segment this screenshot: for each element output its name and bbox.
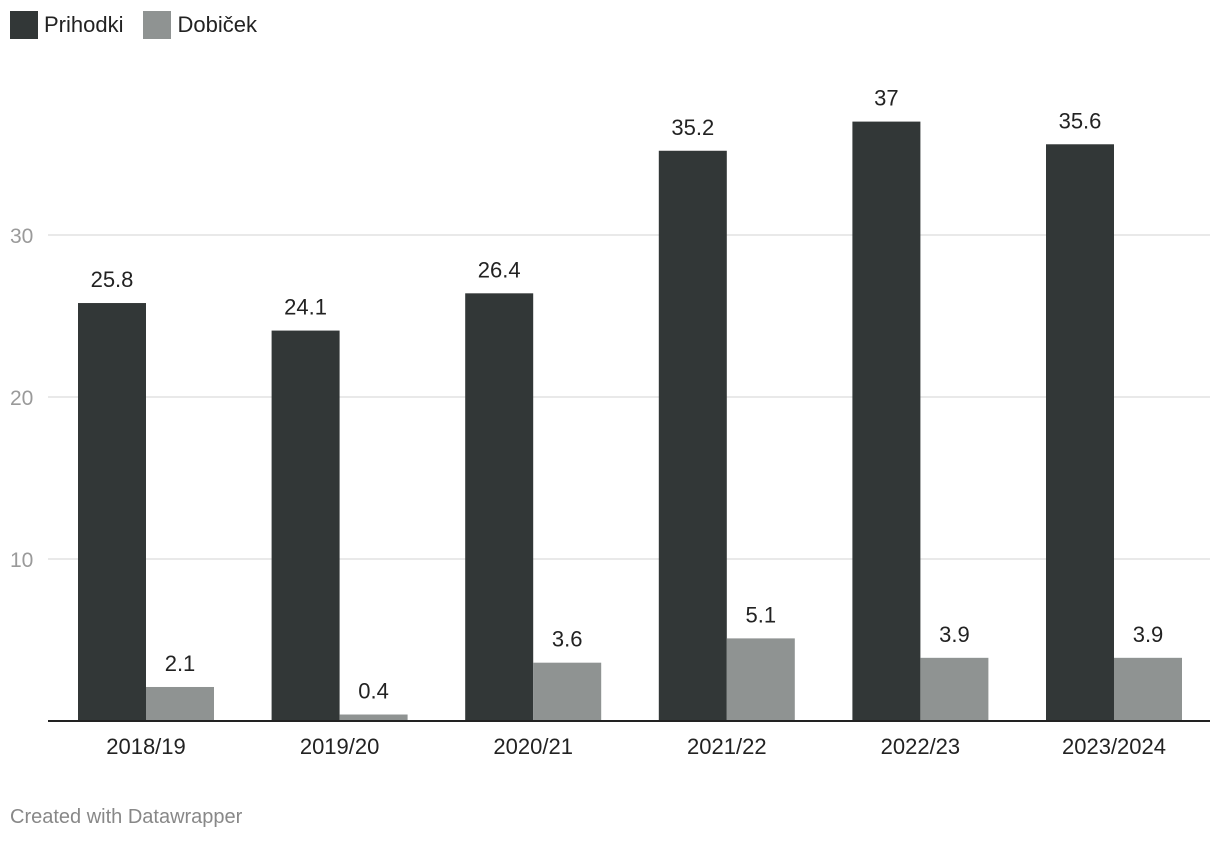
y-tick-label-30: 30 bbox=[10, 225, 33, 248]
legend-swatch-dobicek bbox=[143, 11, 172, 39]
bar-prihodki-5 bbox=[1046, 144, 1114, 721]
value-label-dobi-ek-3: 5.1 bbox=[746, 602, 777, 627]
bar-dobi-ek-4 bbox=[920, 657, 989, 721]
value-label-dobi-ek-4: 3.9 bbox=[939, 622, 970, 647]
legend: Prihodki Dobiček bbox=[10, 11, 257, 39]
bar-dobi-ek-2 bbox=[533, 662, 602, 721]
y-tick-label-10: 10 bbox=[10, 549, 33, 572]
value-label-dobi-ek-0: 2.1 bbox=[165, 651, 196, 676]
x-tick-label-5: 2023/2024 bbox=[1062, 734, 1166, 759]
value-label-prihodki-0: 25.8 bbox=[91, 267, 134, 292]
legend-swatch-prihodki bbox=[10, 11, 38, 39]
bar-prihodki-0 bbox=[78, 303, 146, 721]
x-tick-label-2: 2020/21 bbox=[493, 734, 573, 759]
bar-dobi-ek-0 bbox=[146, 686, 214, 721]
bar-chart: 10 20 30 25.8 2.1 2018/19 24.1 0.4 2019/20 26.4 3.… bbox=[10, 86, 1210, 759]
bar-prihodki-3 bbox=[658, 150, 727, 721]
bar-prihodki-2 bbox=[465, 293, 534, 721]
value-label-prihodki-5: 35.6 bbox=[1059, 108, 1102, 133]
bar-dobi-ek-5 bbox=[1114, 657, 1182, 721]
value-label-prihodki-1: 24.1 bbox=[284, 295, 327, 320]
x-tick-label-4: 2022/23 bbox=[881, 734, 961, 759]
value-label-dobi-ek-5: 3.9 bbox=[1133, 622, 1164, 647]
bar-prihodki-4 bbox=[852, 121, 921, 722]
value-label-prihodki-2: 26.4 bbox=[478, 257, 521, 282]
bar-dobi-ek-1 bbox=[339, 714, 408, 721]
legend-item-dobicek: Dobiček bbox=[143, 11, 257, 39]
legend-label-prihodki: Prihodki bbox=[44, 12, 124, 37]
value-label-prihodki-4: 37 bbox=[874, 86, 898, 111]
y-tick-label-20: 20 bbox=[10, 387, 33, 410]
x-tick-label-1: 2019/20 bbox=[300, 734, 380, 759]
bar-dobi-ek-3 bbox=[726, 638, 795, 721]
x-tick-label-0: 2018/19 bbox=[106, 734, 186, 759]
x-tick-label-3: 2021/22 bbox=[687, 734, 767, 759]
footer-credit: Created with Datawrapper bbox=[10, 806, 243, 828]
value-label-dobi-ek-2: 3.6 bbox=[552, 627, 583, 652]
bar-prihodki-1 bbox=[271, 330, 340, 721]
legend-item-prihodki: Prihodki bbox=[10, 11, 123, 39]
legend-label-dobicek: Dobiček bbox=[177, 12, 257, 37]
value-label-dobi-ek-1: 0.4 bbox=[358, 679, 389, 704]
value-label-prihodki-3: 35.2 bbox=[671, 115, 714, 140]
